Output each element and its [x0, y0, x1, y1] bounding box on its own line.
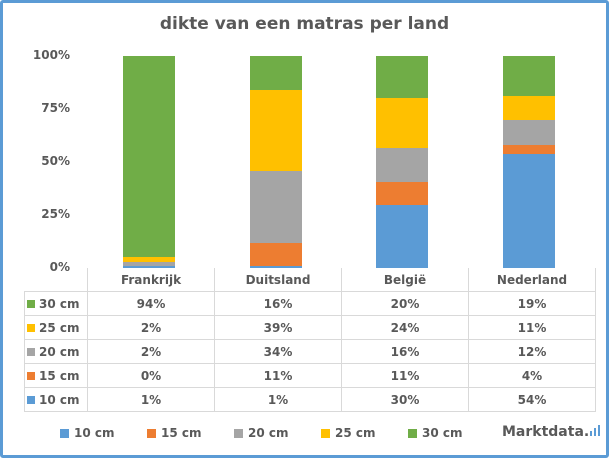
legend-key-25cm	[27, 323, 35, 332]
legend-item: 25 cm	[321, 426, 408, 440]
legend-key-20cm	[27, 347, 35, 356]
data-label: 12%	[468, 339, 596, 364]
bar-20cm-3	[502, 119, 555, 146]
bar-25cm-0	[123, 257, 176, 262]
bar-25cm-1	[249, 89, 302, 172]
bar-20cm-0	[123, 261, 176, 266]
legend-swatch	[60, 428, 69, 438]
bar-30cm-0	[123, 56, 176, 258]
series-name: 30 cm	[39, 296, 80, 311]
legend-item: 10 cm	[60, 426, 147, 440]
bar-10cm-0	[123, 265, 176, 268]
data-label: 24%	[341, 315, 469, 340]
data-table: Frankrijk Duitsland België Nederland 30 cm 94…	[24, 268, 596, 412]
chart-title: dikte van een matras per land	[159, 14, 450, 34]
data-label: 1%	[214, 387, 342, 412]
data-label: 2%	[87, 339, 215, 364]
legend: 10 cm 15 cm 20 cm 25 cm 30 cm	[60, 426, 495, 440]
data-label: 20%	[341, 291, 469, 316]
bar-15cm-2	[376, 181, 429, 206]
legend-item: 30 cm	[408, 426, 495, 440]
data-label: 19%	[468, 291, 596, 316]
legend-swatch	[321, 428, 330, 438]
y-tick-label: 75%	[41, 101, 70, 115]
bar-30cm-3	[502, 56, 555, 97]
series-label: 20 cm	[24, 339, 88, 364]
logo-bars-icon	[590, 425, 601, 436]
series-name: 20 cm	[39, 344, 80, 359]
series-label: 30 cm	[24, 291, 88, 316]
data-label: 11%	[341, 363, 469, 388]
table-row: 30 cm 94% 16% 20% 19%	[24, 291, 596, 316]
legend-key-30cm	[27, 299, 35, 308]
data-label: 94%	[87, 291, 215, 316]
legend-key-15cm	[27, 371, 35, 380]
legend-swatch	[147, 428, 156, 438]
bar-10cm-1	[249, 265, 302, 268]
data-label: 30%	[341, 387, 469, 412]
legend-label: 25 cm	[335, 426, 376, 440]
data-label: 54%	[468, 387, 596, 412]
marktdata-logo: Marktdata.	[502, 424, 601, 440]
legend-swatch	[408, 428, 417, 438]
series-name: 25 cm	[39, 320, 80, 335]
bar-20cm-2	[376, 148, 429, 182]
table-row: 20 cm 2% 34% 16% 12%	[24, 339, 596, 364]
data-label: 11%	[468, 315, 596, 340]
bar-10cm-2	[376, 205, 429, 268]
y-tick-label: 25%	[41, 207, 70, 221]
data-label: 4%	[468, 363, 596, 388]
legend-label: 30 cm	[422, 426, 463, 440]
legend-item: 15 cm	[147, 426, 234, 440]
data-label: 34%	[214, 339, 342, 364]
data-label: 39%	[214, 315, 342, 340]
category-label: België	[341, 268, 469, 292]
data-label: 0%	[87, 363, 215, 388]
table-row: 15 cm 0% 11% 11% 4%	[24, 363, 596, 388]
legend-label: 15 cm	[161, 426, 202, 440]
table-row: 25 cm 2% 39% 24% 11%	[24, 315, 596, 340]
series-name: 10 cm	[39, 392, 80, 407]
series-label: 10 cm	[24, 387, 88, 412]
data-label: 16%	[341, 339, 469, 364]
series-name: 15 cm	[39, 368, 80, 383]
data-label: 2%	[87, 315, 215, 340]
data-label: 11%	[214, 363, 342, 388]
legend-swatch	[234, 428, 243, 438]
legend-label: 20 cm	[248, 426, 289, 440]
logo-text: Marktdata.	[502, 424, 590, 440]
data-label: 16%	[214, 291, 342, 316]
bar-15cm-3	[502, 145, 555, 154]
y-tick-label: 100%	[32, 48, 70, 62]
legend-item: 20 cm	[234, 426, 321, 440]
y-tick-label: 0%	[49, 260, 70, 274]
data-label: 1%	[87, 387, 215, 412]
table-header-row: Frankrijk Duitsland België Nederland	[24, 268, 596, 292]
series-label: 25 cm	[24, 315, 88, 340]
bar-15cm-1	[249, 242, 302, 266]
bar-10cm-3	[502, 153, 555, 268]
category-label: Duitsland	[214, 268, 342, 292]
bar-30cm-2	[376, 56, 429, 98]
table-row: 10 cm 1% 1% 30% 54%	[24, 387, 596, 412]
bar-25cm-2	[376, 97, 429, 149]
bar-30cm-1	[249, 56, 302, 90]
y-tick-label: 50%	[41, 154, 70, 168]
bar-20cm-1	[249, 171, 302, 243]
legend-key-10cm	[27, 395, 35, 404]
series-label: 15 cm	[24, 363, 88, 388]
legend-label: 10 cm	[74, 426, 115, 440]
category-label: Nederland	[468, 268, 596, 292]
bar-25cm-3	[502, 96, 555, 120]
category-label: Frankrijk	[87, 268, 215, 292]
